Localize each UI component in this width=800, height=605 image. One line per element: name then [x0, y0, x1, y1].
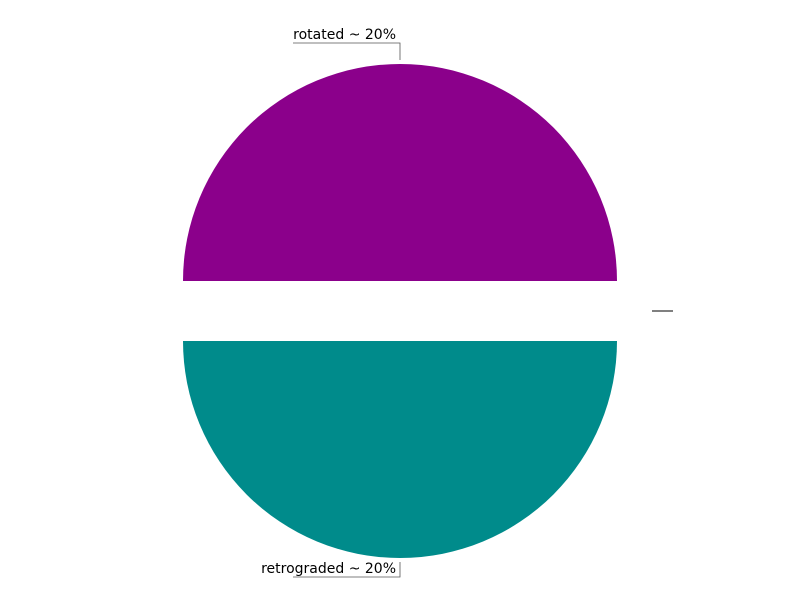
pie-slice-1: [183, 341, 617, 558]
pie-slice-0: [183, 64, 617, 281]
pie-slice-label-1: retrograded ~ 20%: [261, 561, 396, 577]
pie-label-leader-1: [293, 562, 401, 578]
pie-label-leader-0: [293, 42, 401, 60]
pie-slice-label-0: rotated ~ 20%: [293, 27, 396, 43]
